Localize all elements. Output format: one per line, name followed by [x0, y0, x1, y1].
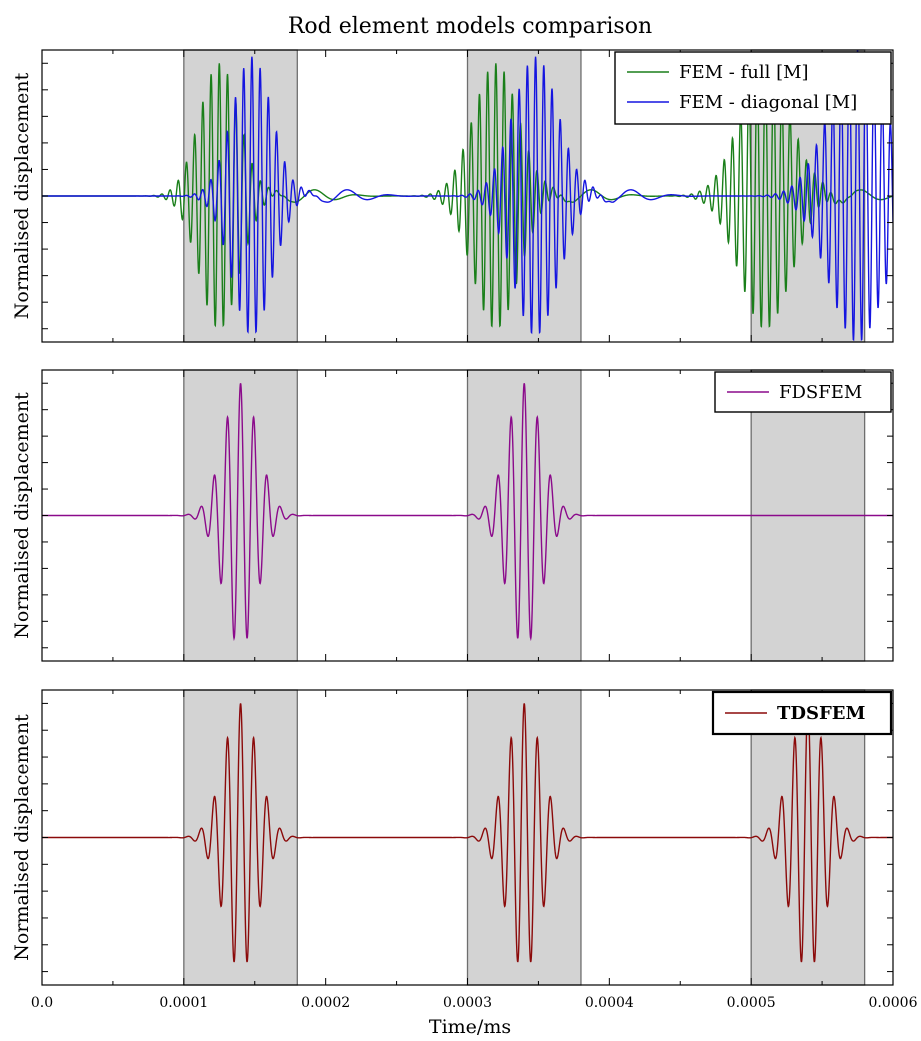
legend: FEM - full [M] FEM - diagonal [M] [614, 51, 892, 125]
series-line-fem-diagonal-m- [42, 50, 893, 342]
series-line-fem-full-m- [42, 63, 893, 328]
shaded-window-1 [183, 689, 298, 986]
legend-label: FEM - diagonal [M] [679, 92, 857, 113]
x-axis-label: Time/ms [429, 1016, 511, 1038]
legend-label: FEM - full [M] [679, 62, 809, 83]
x-tick-label: 0.0001 [159, 995, 208, 1011]
y-axis-label: Normalised displacement [11, 392, 33, 639]
x-tick-label: 0.0006 [869, 995, 918, 1011]
series-line-fdsfem [42, 383, 893, 642]
chart-panel-3: Normalised displacement TDSFEM 0.0 0.0001 0.… [11, 689, 918, 1011]
x-tick-label: 0.0003 [443, 995, 492, 1011]
y-axis-label: Normalised displacement [11, 714, 33, 961]
figure-title: Rod element models comparison [288, 14, 652, 39]
shaded-window-2 [466, 369, 582, 662]
series-line-tdsfem [42, 703, 893, 963]
legend: FDSFEM [714, 371, 892, 413]
shaded-window-1 [183, 369, 298, 662]
y-axis-label: Normalised displacement [11, 72, 33, 319]
x-tick-label: 0.0 [31, 995, 53, 1011]
legend: TDSFEM [711, 690, 893, 736]
legend-label: FDSFEM [779, 382, 862, 403]
chart-panel-2: Normalised displacement FDSFEM [11, 369, 894, 662]
x-tick-label: 0.0004 [585, 995, 634, 1011]
legend-label: TDSFEM [777, 703, 866, 724]
shaded-window-2 [466, 689, 582, 986]
x-tick-label: 0.0005 [727, 995, 776, 1011]
legend-box [614, 51, 892, 125]
x-tick-label: 0.0002 [301, 995, 350, 1011]
